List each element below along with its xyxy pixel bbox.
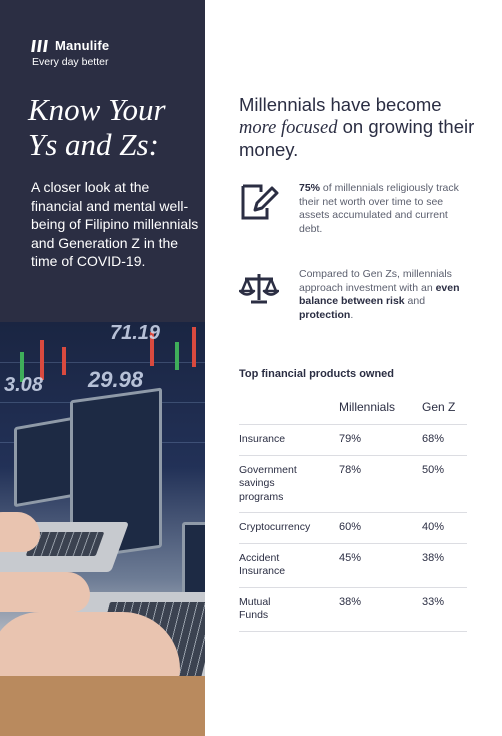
page-title-line-1: Know Your — [28, 92, 166, 127]
intro-subtitle: A closer look at the financial and menta… — [31, 179, 199, 269]
document-pen-icon — [241, 184, 279, 220]
table-row: Insurance 79% 68% — [239, 424, 467, 456]
page-title: Know Your Ys and Zs: — [28, 92, 203, 162]
brand-tagline: Every day better — [32, 56, 109, 68]
stock-value-2: 3.08 — [4, 374, 43, 396]
genz-value: 40% — [422, 512, 467, 544]
hand-left-front — [0, 572, 90, 612]
genz-value: 68% — [422, 424, 467, 456]
genz-value: 38% — [422, 543, 467, 588]
desk — [0, 676, 205, 736]
millennials-value: 60% — [339, 512, 422, 544]
table-row: Accident Insurance 45% 38% — [239, 543, 467, 588]
hand-left-back — [0, 512, 40, 552]
headline-part-1: Millennials have become — [239, 94, 442, 115]
laptop-stock-photo: 71.19 3.08 29.98 — [0, 322, 205, 736]
product-name: Mutual Funds — [239, 587, 339, 632]
millennials-value: 78% — [339, 455, 422, 513]
laptop-screen-back — [14, 416, 74, 508]
manulife-logo-mark-icon — [31, 39, 48, 52]
headline-part-2: on growing their money. — [239, 116, 475, 160]
table-header-row: Millennials Gen Z — [239, 392, 467, 425]
product-name: Government savings programs — [239, 455, 339, 513]
headline-emphasis: more focused — [239, 118, 338, 138]
headline: Millennials have become more focused on … — [239, 94, 479, 161]
page-title-line-2: Ys and Zs: — [28, 127, 159, 162]
table-title: Top financial products owned — [239, 368, 395, 380]
left-panel: Manulife Every day better Know Your Ys a… — [0, 0, 205, 736]
table-row: Government savings programs 78% 50% — [239, 455, 467, 513]
stock-value-3: 29.98 — [88, 367, 144, 392]
table-row: Cryptocurrency 60% 40% — [239, 512, 467, 544]
financial-products-table: Millennials Gen Z Insurance 79% 68% Gove… — [239, 392, 467, 632]
millennials-value: 45% — [339, 543, 422, 588]
product-name: Accident Insurance — [239, 543, 339, 588]
feature-net-worth-text: 75% of millennials religiously track the… — [299, 182, 459, 235]
column-header-product — [239, 392, 339, 425]
genz-value: 50% — [422, 455, 467, 513]
millennials-value: 38% — [339, 587, 422, 632]
product-name: Cryptocurrency — [239, 512, 339, 544]
intro-panel: Manulife Every day better Know Your Ys a… — [0, 0, 205, 322]
column-header-genz: Gen Z — [422, 392, 467, 425]
genz-value: 33% — [422, 587, 467, 632]
column-header-millennials: Millennials — [339, 392, 422, 425]
manulife-logo: Manulife — [31, 38, 110, 53]
table-row: Mutual Funds 38% 33% — [239, 587, 467, 632]
feature-net-worth-stat: 75% — [299, 182, 321, 194]
balance-scale-icon — [239, 274, 279, 304]
stock-value-1: 71.19 — [110, 322, 161, 344]
brand-name: Manulife — [55, 38, 110, 53]
product-name: Insurance — [239, 424, 339, 456]
feature-investment-balance-text: Compared to Gen Zs, millennials approach… — [299, 268, 460, 321]
millennials-value: 79% — [339, 424, 422, 456]
